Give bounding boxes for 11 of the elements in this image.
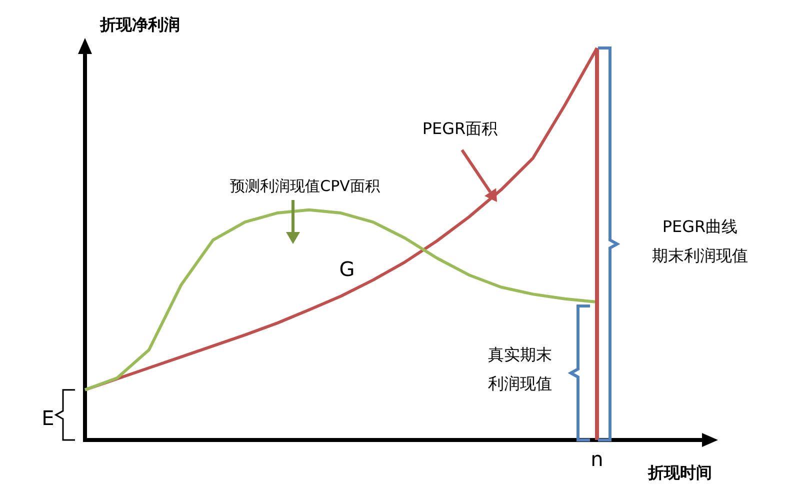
- text: PEGR曲线: [662, 217, 738, 236]
- annotation: 利润现值: [488, 374, 552, 393]
- ref-line-label: n: [590, 447, 604, 471]
- annotation: G: [339, 257, 355, 281]
- annotation: 预测利润现值CPV面积: [230, 177, 380, 195]
- x-axis-title: 折现时间: [647, 463, 712, 482]
- text: E: [42, 406, 54, 430]
- annotation: 真实期末: [488, 345, 552, 364]
- y-axis-title: 折现净利润: [99, 15, 180, 34]
- text: 期末利润现值: [652, 246, 748, 265]
- annotation: PEGR面积: [422, 119, 498, 138]
